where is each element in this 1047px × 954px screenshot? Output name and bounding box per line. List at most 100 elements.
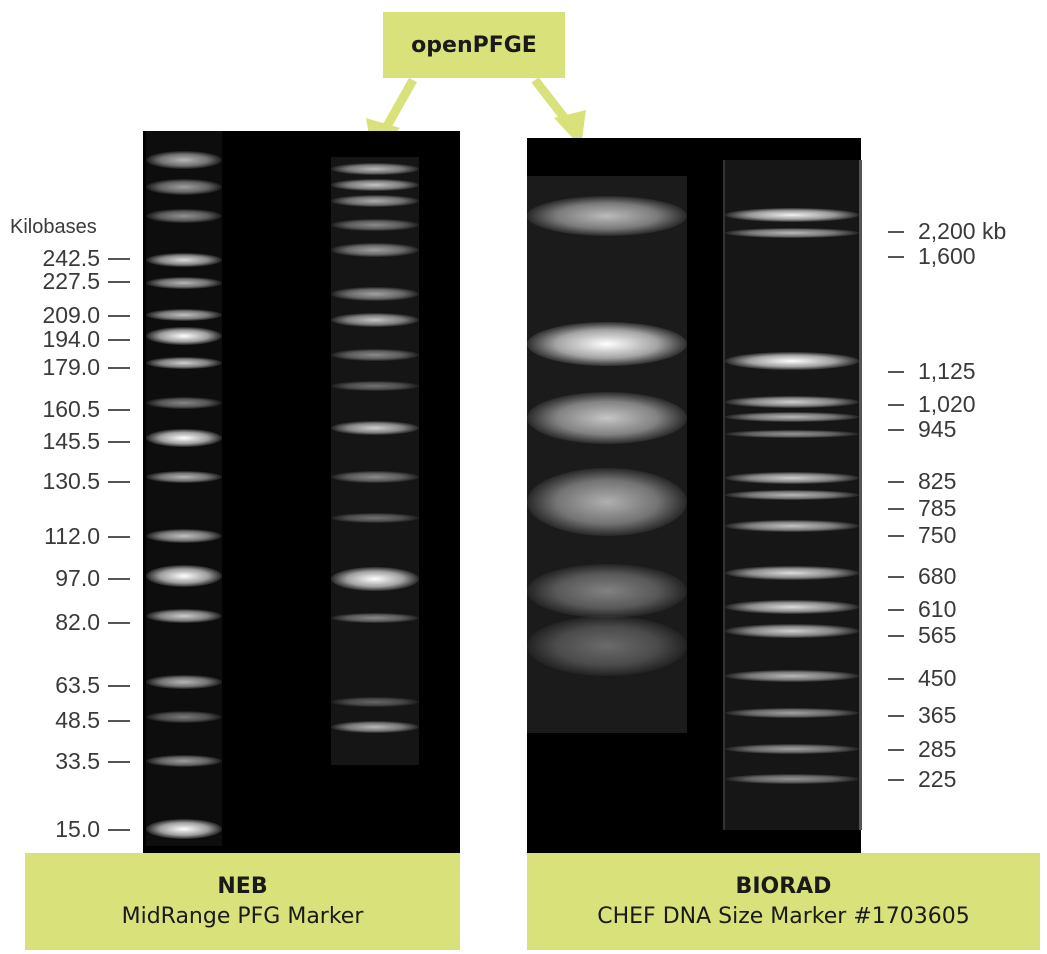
marker-tick: [108, 719, 130, 722]
neb-axis-title: Kilobases: [10, 216, 97, 238]
marker-label: 945: [888, 416, 956, 443]
marker-label: 227.5: [0, 268, 130, 295]
marker-label-text: 285: [918, 736, 957, 762]
marker-tick: [888, 778, 904, 781]
marker-tick: [888, 507, 904, 510]
marker-label: 33.5: [0, 748, 130, 775]
marker-tick: [888, 255, 904, 258]
marker-label-text: 2,200 kb: [918, 218, 1007, 244]
neb-caption-title: NEB: [217, 873, 268, 899]
callout-label: openPFGE: [411, 32, 537, 58]
biorad-gel: [527, 138, 862, 854]
gel-band: [725, 670, 859, 682]
gel-band: [146, 471, 222, 483]
arrow-left-shaft: [382, 77, 417, 131]
marker-label: 610: [888, 596, 956, 623]
gel-band: [146, 209, 222, 223]
gel-band: [146, 397, 222, 409]
marker-tick: [888, 230, 904, 233]
gel-band: [527, 564, 687, 618]
marker-tick: [888, 608, 904, 611]
marker-label: 2,200 kb: [888, 218, 1006, 245]
gel-band: [331, 163, 419, 175]
gel-band: [527, 616, 687, 676]
biorad-caption-title: BIORAD: [735, 873, 832, 899]
gel-band: [527, 392, 687, 444]
marker-label-text: 48.5: [55, 707, 100, 733]
gel-band: [146, 429, 222, 447]
gel-band: [146, 529, 222, 543]
marker-label-text: 97.0: [55, 565, 100, 591]
marker-tick: [108, 621, 130, 624]
marker-tick: [888, 403, 904, 406]
marker-label: 97.0: [0, 565, 130, 592]
marker-label-text: 1,600: [918, 243, 976, 269]
gel-band: [725, 624, 859, 638]
gel-band: [146, 711, 222, 723]
marker-label: 63.5: [0, 672, 130, 699]
marker-label: 15.0: [0, 816, 130, 843]
marker-label-text: 825: [918, 468, 957, 494]
gel-band: [146, 609, 222, 623]
gel-band: [331, 349, 419, 361]
gel-band: [331, 381, 419, 391]
marker-label: 112.0: [0, 523, 130, 550]
gel-band: [725, 600, 859, 614]
marker-label-text: 145.5: [42, 428, 100, 454]
marker-tick: [888, 575, 904, 578]
gel-band: [146, 151, 222, 169]
gel-band: [725, 430, 859, 438]
biorad-caption: BIORAD CHEF DNA Size Marker #1703605: [527, 853, 1040, 950]
gel-band: [331, 219, 419, 231]
marker-label-text: 242.5: [42, 245, 100, 271]
marker-label-text: 15.0: [55, 816, 100, 842]
marker-label: 285: [888, 736, 956, 763]
gel-band: [725, 412, 859, 422]
gel-band: [331, 513, 419, 523]
marker-tick: [888, 714, 904, 717]
marker-label-text: 194.0: [42, 326, 100, 352]
gel-band: [331, 243, 419, 257]
neb-caption: NEB MidRange PFG Marker: [25, 853, 460, 950]
neb-openpfge-lane: [331, 157, 419, 765]
marker-label: 194.0: [0, 326, 130, 353]
marker-label: 48.5: [0, 707, 130, 734]
marker-tick: [108, 684, 130, 687]
marker-label-text: 610: [918, 596, 957, 622]
marker-label-text: 450: [918, 665, 957, 691]
neb-gel: [143, 131, 460, 854]
marker-label: 680: [888, 563, 956, 590]
marker-label-text: 945: [918, 416, 957, 442]
gel-band: [527, 468, 687, 536]
gel-band: [146, 819, 222, 839]
gel-band: [725, 744, 859, 754]
biorad-caption-subtitle: CHEF DNA Size Marker #1703605: [597, 903, 970, 929]
gel-band: [725, 396, 859, 408]
gel-band: [331, 697, 419, 707]
gel-band: [725, 708, 859, 718]
marker-label: 1,125: [888, 358, 976, 385]
marker-label-text: 565: [918, 622, 957, 648]
gel-band: [146, 327, 222, 345]
marker-tick: [888, 677, 904, 680]
marker-label-text: 227.5: [42, 268, 100, 294]
gel-band: [331, 179, 419, 191]
marker-tick: [108, 314, 130, 317]
marker-label: 225: [888, 766, 956, 793]
marker-label: 450: [888, 665, 956, 692]
marker-label: 242.5: [0, 245, 130, 272]
gel-band: [331, 613, 419, 623]
marker-label: 130.5: [0, 468, 130, 495]
gel-band: [331, 313, 419, 327]
marker-label: 145.5: [0, 428, 130, 455]
gel-band: [146, 565, 222, 587]
marker-label: 209.0: [0, 302, 130, 329]
marker-label: 1,600: [888, 243, 976, 270]
marker-label: 1,020: [888, 391, 976, 418]
marker-tick: [108, 828, 130, 831]
gel-band: [527, 196, 687, 236]
marker-tick: [108, 257, 130, 260]
marker-label: 825: [888, 468, 956, 495]
gel-band: [725, 520, 859, 532]
marker-tick: [108, 535, 130, 538]
